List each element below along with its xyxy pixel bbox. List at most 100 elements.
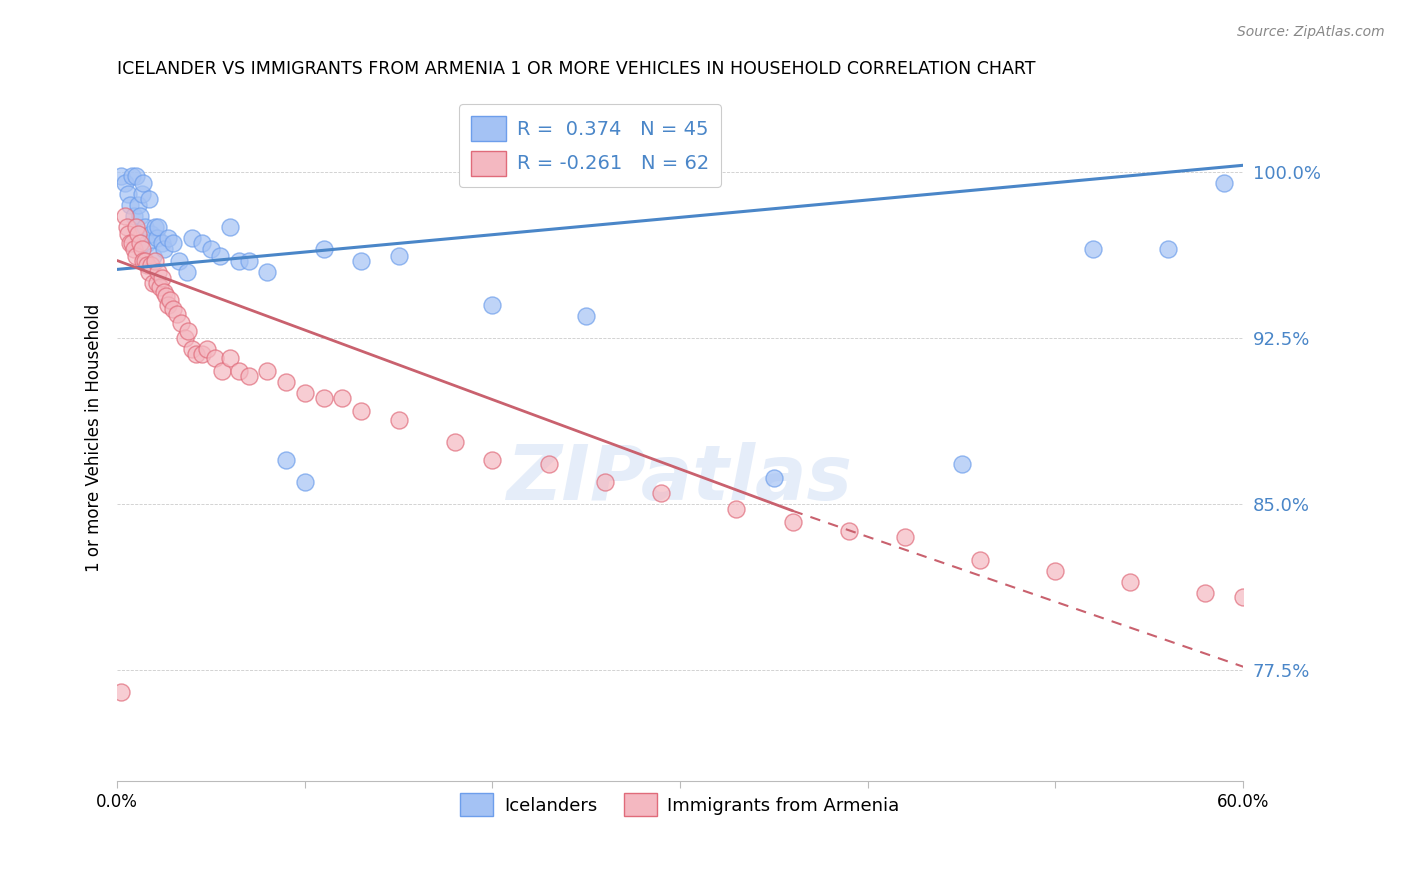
Point xyxy=(143,253,166,268)
Point xyxy=(218,220,240,235)
Point xyxy=(274,453,297,467)
Text: Source: ZipAtlas.com: Source: ZipAtlas.com xyxy=(1237,25,1385,39)
Point xyxy=(127,227,149,241)
Point xyxy=(1232,590,1254,604)
Point xyxy=(444,435,467,450)
Point xyxy=(132,176,155,190)
Point xyxy=(121,169,143,184)
Point xyxy=(136,235,159,250)
Point xyxy=(136,258,159,272)
Point xyxy=(162,235,184,250)
Point xyxy=(838,524,860,538)
Point xyxy=(1194,586,1216,600)
Point xyxy=(139,227,162,241)
Point xyxy=(114,176,136,190)
Point xyxy=(110,685,132,699)
Point xyxy=(969,552,991,566)
Point xyxy=(148,264,170,278)
Point xyxy=(148,220,170,235)
Point xyxy=(125,220,148,235)
Point xyxy=(153,243,176,257)
Point xyxy=(131,187,153,202)
Point xyxy=(142,276,165,290)
Point xyxy=(114,209,136,223)
Point xyxy=(218,351,240,365)
Point xyxy=(181,231,204,245)
Point xyxy=(110,169,132,184)
Point xyxy=(128,209,150,223)
Point xyxy=(145,276,167,290)
Point xyxy=(134,220,156,235)
Point xyxy=(211,364,233,378)
Point xyxy=(190,235,212,250)
Point xyxy=(131,243,153,257)
Point xyxy=(1045,564,1067,578)
Point xyxy=(122,209,145,223)
Point xyxy=(120,198,142,212)
Point xyxy=(159,293,181,308)
Point xyxy=(134,253,156,268)
Point xyxy=(256,364,278,378)
Point xyxy=(117,227,139,241)
Point xyxy=(537,458,560,472)
Point xyxy=(330,391,353,405)
Point xyxy=(132,253,155,268)
Point xyxy=(1119,574,1142,589)
Point xyxy=(312,391,335,405)
Point xyxy=(120,235,142,250)
Point xyxy=(128,235,150,250)
Point xyxy=(762,470,785,484)
Point xyxy=(145,231,167,245)
Point xyxy=(150,271,173,285)
Point xyxy=(593,475,616,489)
Point xyxy=(181,342,204,356)
Point xyxy=(350,404,373,418)
Point xyxy=(481,453,503,467)
Point xyxy=(204,351,226,365)
Point xyxy=(155,289,177,303)
Point xyxy=(725,501,748,516)
Point xyxy=(1213,176,1236,190)
Point xyxy=(312,243,335,257)
Point xyxy=(138,264,160,278)
Point xyxy=(650,486,672,500)
Point xyxy=(481,298,503,312)
Point xyxy=(894,530,917,544)
Point xyxy=(350,253,373,268)
Point xyxy=(127,198,149,212)
Point xyxy=(121,235,143,250)
Point xyxy=(125,169,148,184)
Point xyxy=(125,249,148,263)
Point xyxy=(1157,243,1180,257)
Point xyxy=(238,368,260,383)
Legend: Icelanders, Immigrants from Armenia: Icelanders, Immigrants from Armenia xyxy=(453,786,907,823)
Point xyxy=(200,243,222,257)
Point xyxy=(177,325,200,339)
Text: ICELANDER VS IMMIGRANTS FROM ARMENIA 1 OR MORE VEHICLES IN HOUSEHOLD CORRELATION: ICELANDER VS IMMIGRANTS FROM ARMENIA 1 O… xyxy=(117,60,1036,78)
Point xyxy=(1081,243,1104,257)
Point xyxy=(150,235,173,250)
Point xyxy=(153,285,176,299)
Point xyxy=(122,243,145,257)
Point xyxy=(190,346,212,360)
Point xyxy=(170,316,193,330)
Point xyxy=(143,220,166,235)
Point xyxy=(149,280,172,294)
Point xyxy=(176,264,198,278)
Point xyxy=(294,386,316,401)
Point xyxy=(156,298,179,312)
Point xyxy=(142,249,165,263)
Point xyxy=(139,258,162,272)
Y-axis label: 1 or more Vehicles in Household: 1 or more Vehicles in Household xyxy=(86,303,103,572)
Point xyxy=(184,346,207,360)
Point xyxy=(388,249,411,263)
Point xyxy=(238,253,260,268)
Point xyxy=(575,309,598,323)
Point xyxy=(167,253,190,268)
Point xyxy=(162,302,184,317)
Point xyxy=(138,192,160,206)
Point xyxy=(195,342,218,356)
Point xyxy=(274,376,297,390)
Point xyxy=(228,253,250,268)
Point xyxy=(173,331,195,345)
